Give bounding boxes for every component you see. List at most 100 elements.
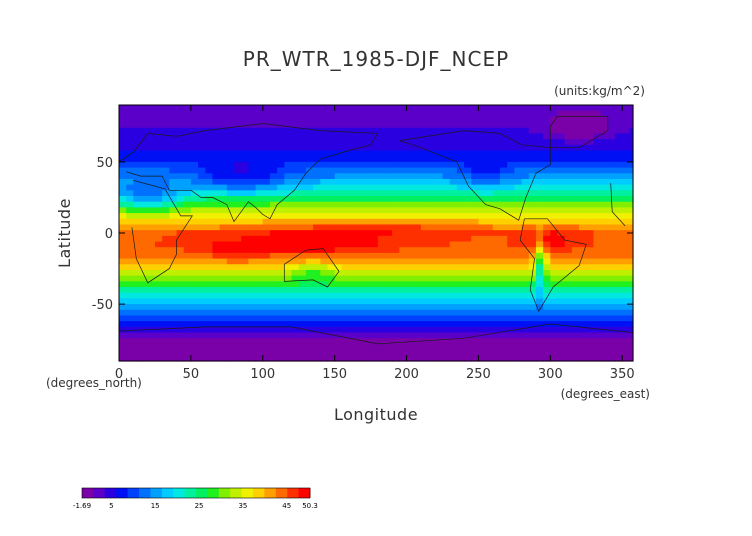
heatmap-cell (277, 190, 285, 197)
heatmap-cell (255, 304, 264, 311)
heatmap-cell (413, 304, 422, 311)
heatmap-cell (478, 298, 487, 305)
heatmap-cell (226, 127, 235, 135)
heatmap-cell (500, 173, 508, 180)
heatmap-cell (176, 150, 185, 157)
heatmap-cell (248, 190, 257, 197)
heatmap-cell (349, 343, 357, 351)
heatmap-cell (607, 235, 616, 243)
heatmap-cell (126, 218, 134, 226)
heatmap-cell (543, 241, 551, 248)
heatmap-cell (507, 338, 515, 345)
heatmap-cell (255, 201, 264, 208)
heatmap-cell (305, 235, 314, 243)
heatmap-cell (356, 201, 365, 208)
heatmap-cell (226, 264, 235, 271)
heatmap-cell (586, 275, 595, 282)
heatmap-cell (514, 349, 523, 356)
heatmap-cell (349, 241, 357, 248)
heatmap-cell (198, 173, 206, 180)
heatmap-cell (154, 252, 163, 260)
heatmap-cell (629, 144, 634, 152)
heatmap-cell (478, 224, 487, 231)
heatmap-cell (507, 247, 515, 254)
heatmap-cell (564, 235, 573, 243)
heatmap-cell (384, 269, 393, 277)
heatmap-cell (600, 224, 609, 231)
heatmap-cell (579, 105, 587, 112)
heatmap-cell (550, 287, 559, 294)
x-tick-label: 300 (538, 367, 563, 382)
heatmap-cell (241, 178, 249, 186)
heatmap-cell (284, 264, 293, 271)
heatmap-cell (169, 298, 178, 305)
heatmap-cell (284, 247, 293, 254)
heatmap-cell (485, 184, 494, 191)
heatmap-cell (615, 139, 623, 146)
heatmap-cell (234, 321, 242, 328)
heatmap-cell (615, 196, 623, 203)
chart-title: PR_WTR_1985-DJF_NCEP (243, 47, 509, 71)
heatmap-cell (183, 321, 192, 328)
heatmap-cell (384, 213, 393, 220)
heatmap-cell (334, 343, 343, 351)
heatmap-cell (140, 224, 149, 231)
heatmap-cell (349, 105, 357, 112)
heatmap-cell (205, 349, 214, 356)
heatmap-cell (119, 269, 127, 277)
heatmap-cell (305, 190, 314, 197)
heatmap-cell (219, 252, 228, 260)
heatmap-cell (442, 298, 451, 305)
heatmap-cell (349, 178, 357, 186)
heatmap-cell (406, 321, 415, 328)
heatmap-cell (593, 355, 602, 362)
heatmap-cell (615, 252, 623, 260)
heatmap-cell (255, 241, 264, 248)
heatmap-cell (500, 196, 508, 203)
coastline-path (519, 218, 587, 312)
heatmap-cell (363, 178, 372, 186)
heatmap-cell (564, 338, 573, 345)
heatmap-cell (291, 201, 300, 208)
heatmap-cell (169, 269, 178, 277)
heatmap-cell (550, 338, 559, 345)
heatmap-cell (485, 338, 494, 345)
heatmap-cell (147, 144, 156, 152)
heatmap-cell (384, 235, 393, 243)
heatmap-cell (456, 343, 465, 351)
heatmap-cell (212, 218, 221, 226)
heatmap-cell (162, 309, 170, 317)
heatmap-cell (140, 196, 149, 203)
heatmap-cell (557, 184, 566, 191)
heatmap-cell (456, 213, 465, 220)
heatmap-cell (133, 304, 142, 311)
heatmap-cell (377, 213, 386, 220)
x-tick-label: 0 (115, 367, 123, 382)
heatmap-cell (435, 139, 444, 146)
heatmap-cell (571, 338, 580, 345)
heatmap-cell (492, 264, 501, 271)
heatmap-cell (341, 173, 350, 180)
heatmap-cell (183, 235, 192, 243)
heatmap-cell (492, 258, 501, 265)
heatmap-cell (413, 218, 422, 226)
heatmap-cell (492, 105, 501, 112)
heatmap-cell (449, 133, 458, 140)
heatmap-cell (341, 269, 350, 277)
heatmap-cell (349, 190, 357, 197)
heatmap-cell (456, 161, 465, 169)
heatmap-cell (586, 332, 595, 339)
heatmap-cell (212, 355, 221, 362)
heatmap-cell (277, 133, 285, 140)
heatmap-cell (593, 258, 602, 265)
heatmap-cell (154, 201, 163, 208)
heatmap-cell (363, 196, 372, 203)
heatmap-cell (543, 224, 551, 231)
heatmap-cell (183, 298, 192, 305)
heatmap-cell (593, 218, 602, 226)
heatmap-cell (226, 275, 235, 282)
heatmap-cell (406, 156, 415, 163)
heatmap-cell (629, 304, 634, 311)
heatmap-cell (456, 287, 465, 294)
heatmap-cell (205, 173, 214, 180)
